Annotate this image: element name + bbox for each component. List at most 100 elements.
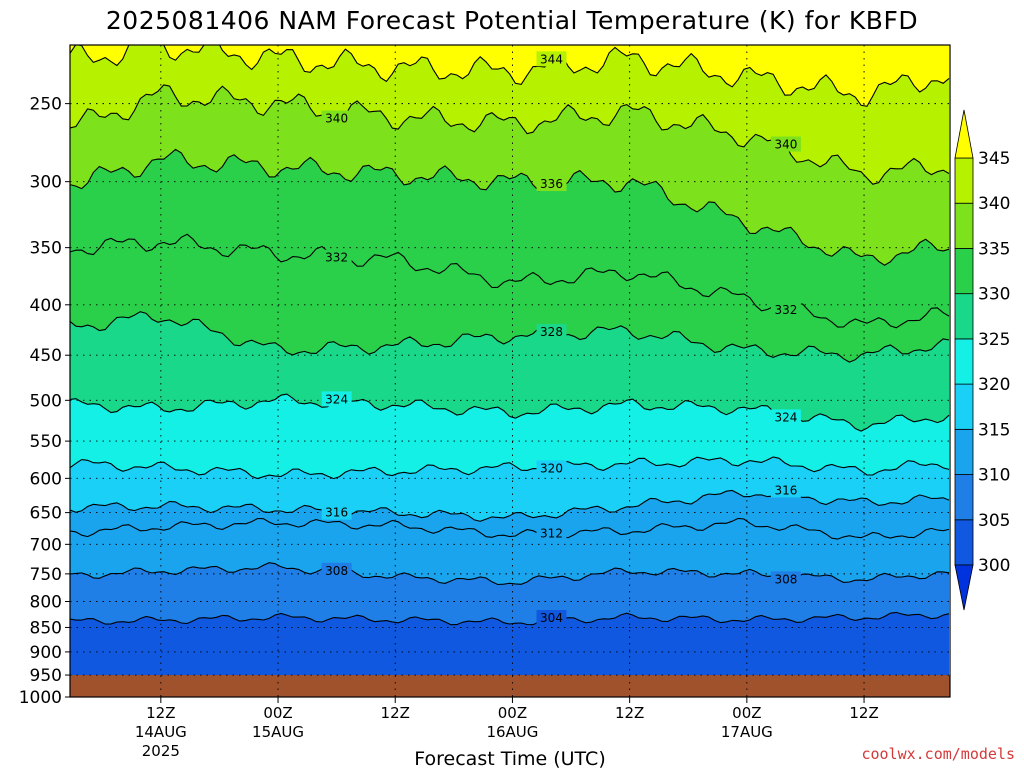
ground-below-surface (70, 675, 950, 697)
contour-label-304: 304 (540, 611, 563, 625)
y-tick-label: 900 (30, 643, 62, 663)
x-tick-label: 00Z (263, 704, 292, 722)
contour-line-344 (70, 45, 950, 107)
contour-label-320: 320 (540, 461, 563, 475)
colorbar-segment (954, 293, 974, 340)
contour-label-bg (536, 324, 567, 340)
y-tick-label: 850 (30, 618, 62, 638)
contour-label-344: 344 (540, 52, 563, 66)
colorbar-label: 340 (978, 194, 1010, 214)
contour-labels: 304 308 308 312 316 316 320 324 324 328 332 332 336 3… (321, 51, 801, 626)
colorbar: 300 305 310 315 320 325 330 335 340 345 (954, 109, 1010, 611)
x-axis-label: Forecast Time (UTC) (414, 748, 605, 768)
contour-label-332: 332 (774, 303, 797, 317)
gridlines (70, 45, 950, 697)
y-tick-label: 700 (30, 535, 62, 555)
contour-label-bg (321, 504, 352, 520)
colorbar-label: 300 (978, 556, 1010, 576)
contour-line-320 (70, 456, 950, 480)
x-tick-label: 12Z (849, 704, 878, 722)
contour-label-bg (536, 525, 567, 541)
plot-border (69, 44, 951, 698)
contour-line-308 (70, 562, 950, 586)
plot-area (70, 45, 950, 697)
colorbar-segment (954, 519, 974, 566)
chart-title: 2025081406 NAM Forecast Potential Temper… (106, 6, 918, 35)
color-band (70, 45, 949, 185)
colorbar-segment (954, 428, 974, 475)
x-tick-label: 00Z (732, 704, 761, 722)
x-tick-label: 12Z (381, 704, 410, 722)
x-tick-year: 2025 (142, 742, 180, 760)
contour-label-bg (770, 136, 801, 152)
contour-label-bg (770, 482, 801, 498)
colorbar-label: 330 (978, 285, 1010, 305)
y-tick-label: 1000 (19, 688, 62, 708)
contour-line-336 (70, 148, 950, 266)
color-band (70, 234, 949, 363)
colorbar-segment (954, 202, 974, 249)
colorbar-label: 345 (978, 149, 1010, 169)
x-tick-date: 17AUG (721, 723, 773, 741)
colorbar-label: 335 (978, 239, 1010, 259)
color-bands (70, 45, 949, 697)
credit-text: coolwx.com/models (861, 745, 1015, 763)
color-band (70, 457, 949, 522)
y-tick-label: 650 (30, 504, 62, 524)
colorbar-segment (954, 383, 974, 430)
contour-label-bg (536, 610, 567, 626)
y-tick-label: 750 (30, 565, 62, 585)
y-tick-label: 550 (30, 432, 62, 452)
contour-label-bg (321, 562, 352, 578)
contour-label-340: 340 (325, 112, 348, 126)
contour-line-304 (70, 611, 950, 626)
contour-label-308: 308 (774, 572, 797, 586)
contour-label-308: 308 (325, 564, 348, 578)
contour-lines (70, 45, 950, 626)
colorbar-label: 325 (978, 330, 1010, 350)
colorbar-segment (954, 474, 974, 521)
y-tick-label: 350 (30, 239, 62, 259)
y-axis: 250 300 350 400 450 500 550 600 650 700 750 800 850 9… (19, 95, 70, 708)
colorbar-label: 315 (978, 420, 1010, 440)
color-band (70, 562, 949, 625)
colorbar-bottom-arrow (954, 564, 974, 611)
color-band (70, 311, 949, 432)
y-tick-label: 600 (30, 469, 62, 489)
contour-label-bg (770, 409, 801, 425)
contour-label-312: 312 (540, 526, 563, 540)
contour-label-324: 324 (325, 392, 348, 406)
contour-label-bg (321, 249, 352, 265)
contour-line-328 (70, 311, 950, 363)
colorbar-segment (954, 338, 974, 385)
contour-line-332 (70, 233, 950, 329)
x-tick-label: 00Z (498, 704, 527, 722)
x-tick-date: 16AUG (486, 723, 538, 741)
contour-label-316: 316 (325, 506, 348, 520)
colorbar-segment (954, 157, 974, 204)
contour-label-bg (770, 571, 801, 587)
contour-label-340: 340 (774, 138, 797, 152)
color-band (70, 84, 949, 266)
contour-line-316 (70, 489, 950, 522)
colorbar-label: 320 (978, 375, 1010, 395)
contour-label-324: 324 (774, 410, 797, 424)
contour-label-bg (321, 110, 352, 126)
y-tick-label: 300 (30, 173, 62, 193)
contour-label-316: 316 (774, 483, 797, 497)
color-band (70, 394, 949, 479)
contour-line-324 (70, 393, 950, 432)
x-tick-date: 15AUG (252, 723, 304, 741)
contour-label-bg (536, 460, 567, 476)
x-tick-label: 12Z (615, 704, 644, 722)
y-tick-label: 450 (30, 346, 62, 366)
colorbar-segment (954, 248, 974, 295)
y-tick-label: 950 (30, 666, 62, 686)
y-tick-label: 800 (30, 592, 62, 612)
y-tick-label: 250 (30, 95, 62, 115)
y-tick-label: 400 (30, 296, 62, 316)
color-band (70, 490, 949, 540)
colorbar-label: 305 (978, 511, 1010, 531)
